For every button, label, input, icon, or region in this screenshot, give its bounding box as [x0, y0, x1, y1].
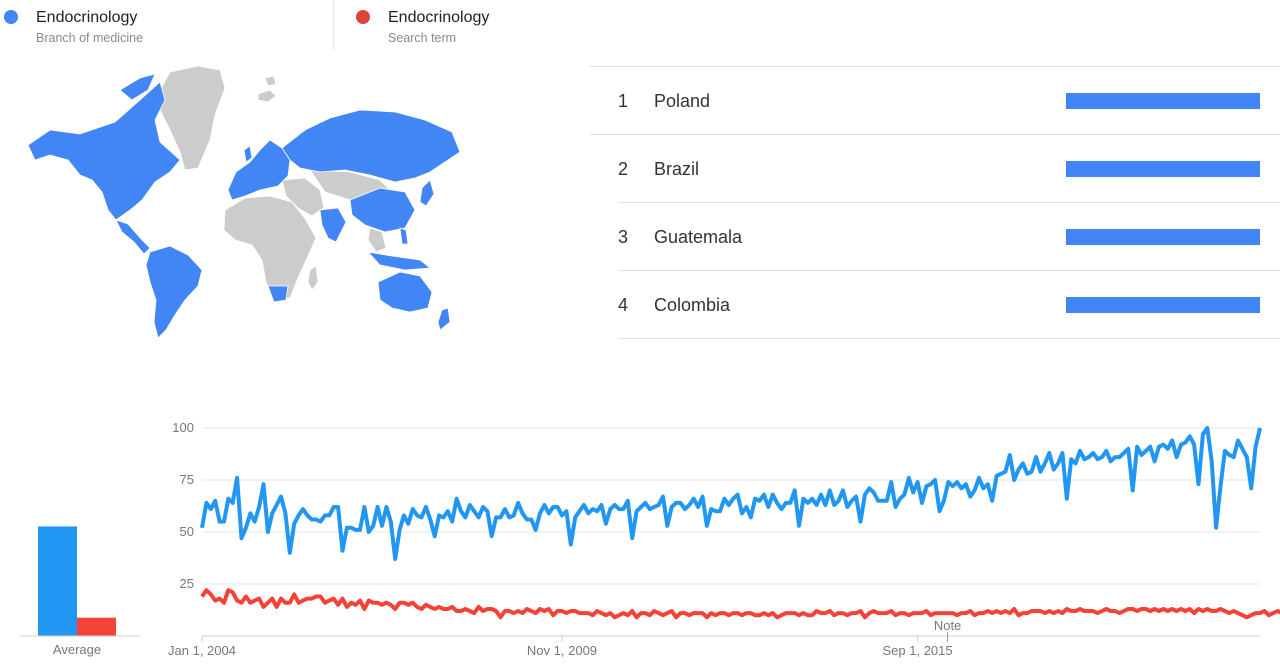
country-name: Brazil — [654, 159, 700, 179]
south-america-region[interactable] — [145, 245, 203, 339]
x-tick-label: Sep 1, 2015 — [883, 643, 953, 658]
country-name: Guatemala — [654, 227, 743, 247]
rank-number: 2 — [618, 159, 629, 179]
south-africa-region[interactable] — [267, 285, 289, 303]
north-america-region[interactable] — [27, 81, 181, 221]
rank-number: 4 — [618, 295, 629, 315]
y-tick-label: 100 — [172, 420, 194, 435]
y-axis-ticks: 25 50 75 100 — [172, 420, 194, 591]
note-annotation[interactable]: Note — [934, 618, 961, 642]
indonesia-region[interactable] — [366, 251, 432, 271]
legend-term-type: Search term — [388, 31, 457, 45]
japan-region[interactable] — [419, 179, 435, 207]
world-map[interactable] — [20, 60, 470, 345]
southeast-asia-region[interactable] — [367, 227, 387, 253]
ranking-row[interactable]: 1 Poland — [590, 67, 1280, 135]
average-chart: Average — [20, 526, 140, 657]
interest-bar — [1066, 161, 1260, 177]
new-zealand-region[interactable] — [437, 307, 451, 331]
legend: Endocrinology Branch of medicine Endocri… — [0, 0, 654, 50]
interest-bar — [1066, 93, 1260, 109]
note-label: Note — [934, 618, 961, 633]
europe-region[interactable] — [227, 139, 291, 201]
rank-number: 3 — [618, 227, 629, 247]
uk-region[interactable] — [243, 145, 253, 163]
x-tick-label: Jan 1, 2004 — [168, 643, 236, 658]
philippines-region[interactable] — [399, 227, 409, 245]
middle-east-region[interactable] — [281, 177, 325, 217]
svalbard-region[interactable] — [264, 75, 277, 87]
rank-number: 1 — [618, 91, 629, 111]
interest-bar — [1066, 297, 1260, 313]
ranking-row[interactable]: 2 Brazil — [618, 135, 1280, 203]
ranking-row[interactable]: 3 Guatemala — [618, 203, 1280, 271]
y-tick-label: 75 — [180, 472, 194, 487]
arctic-islands-region[interactable] — [119, 73, 156, 101]
country-name: Colombia — [654, 295, 731, 315]
legend-term-name: Endocrinology — [388, 9, 490, 26]
madagascar-region[interactable] — [307, 265, 319, 291]
country-name: Poland — [654, 91, 711, 111]
series-line-search-term[interactable] — [200, 588, 1280, 620]
region-ranking-list: 1 Poland 2 Brazil 3 Guatemala 4 Colombia — [590, 66, 1280, 339]
africa-region[interactable] — [223, 195, 317, 301]
x-tick-label: Nov 1, 2009 — [527, 643, 597, 658]
ranking-row[interactable]: 4 Colombia — [618, 271, 1280, 339]
x-axis-ticks: Jan 1, 2004 Nov 1, 2009 Sep 1, 2015 — [168, 636, 953, 658]
average-label: Average — [53, 642, 101, 657]
legend-item-search-term[interactable]: Endocrinology Search term — [334, 0, 654, 50]
average-bar-branch[interactable] — [38, 526, 77, 636]
interest-over-time-chart[interactable]: 25 50 75 100 Jan 1, 2004 Nov 1, 2009 Sep 1, 2… — [160, 410, 1280, 668]
interest-bar — [1066, 229, 1260, 245]
average-bar-search-term[interactable] — [77, 617, 116, 636]
blue-dot-icon — [4, 10, 18, 24]
chart-gridlines — [202, 427, 1260, 637]
y-tick-label: 50 — [180, 524, 194, 539]
legend-term-type: Branch of medicine — [36, 31, 144, 45]
central-america-region[interactable] — [115, 219, 151, 255]
legend-term-name: Endocrinology — [36, 9, 138, 26]
india-region[interactable] — [319, 207, 347, 243]
iceland-region[interactable] — [257, 89, 277, 103]
legend-item-branch-of-medicine[interactable]: Endocrinology Branch of medicine — [0, 0, 334, 50]
map-highlight-regions — [27, 73, 461, 339]
russia-region[interactable] — [281, 109, 461, 183]
china-region[interactable] — [349, 187, 416, 233]
red-dot-icon — [356, 10, 370, 24]
australia-region[interactable] — [377, 271, 433, 313]
y-tick-label: 25 — [180, 576, 194, 591]
series-line-branch-of-medicine[interactable] — [200, 426, 1262, 561]
